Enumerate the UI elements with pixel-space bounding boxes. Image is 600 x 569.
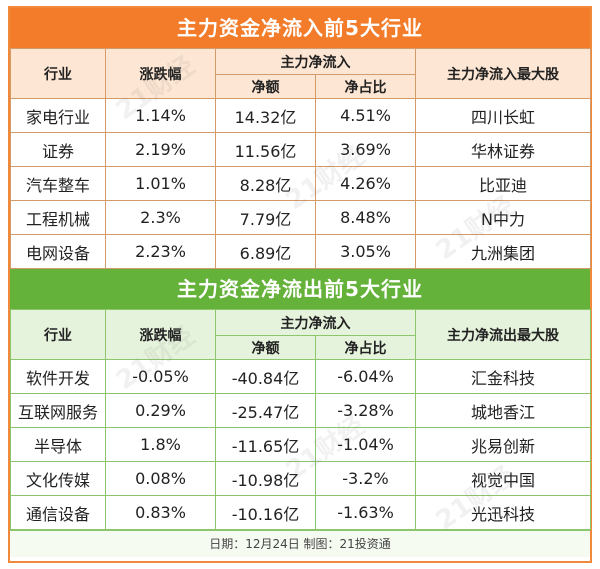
col-net-group: 主力净流入 (215, 309, 416, 336)
ratio-cell: -3.2% (315, 461, 416, 496)
col-change: 涨跌幅 (105, 309, 216, 360)
table-row: 证券 2.19% 11.56亿 3.69% 华林证券 (10, 132, 591, 167)
change-cell: 2.23% (105, 234, 216, 269)
industry-cell: 汽车整车 (10, 166, 106, 201)
outflow-title: 主力资金净流出前5大行业 (10, 269, 590, 309)
top-stock-cell: N中力 (415, 200, 591, 235)
amount-cell: -25.47亿 (215, 393, 316, 428)
amount-cell: -10.98亿 (215, 461, 316, 496)
top-stock-cell: 城地香江 (415, 393, 591, 428)
ratio-cell: -1.04% (315, 427, 416, 462)
industry-cell: 软件开发 (10, 359, 106, 394)
industry-cell: 互联网服务 (10, 393, 106, 428)
change-cell: -0.05% (105, 359, 216, 394)
table-row: 工程机械 2.3% 7.79亿 8.48% N中力 (10, 200, 591, 235)
table-row: 电网设备 2.23% 6.89亿 3.05% 九洲集团 (10, 234, 591, 269)
amount-cell: -40.84亿 (215, 359, 316, 394)
col-top-stock: 主力净流入最大股 (415, 48, 591, 99)
table-row: 软件开发 -0.05% -40.84亿 -6.04% 汇金科技 (10, 359, 591, 394)
ratio-cell: 3.69% (315, 132, 416, 167)
industry-cell: 家电行业 (10, 98, 106, 133)
col-industry: 行业 (10, 48, 106, 99)
amount-cell: 6.89亿 (215, 234, 316, 269)
change-cell: 0.83% (105, 495, 216, 530)
col-change: 涨跌幅 (105, 48, 216, 99)
amount-cell: 11.56亿 (215, 132, 316, 167)
col-ratio: 净占比 (315, 335, 416, 360)
amount-cell: -10.16亿 (215, 495, 316, 530)
top-stock-cell: 兆易创新 (415, 427, 591, 462)
col-amount: 净额 (215, 74, 316, 99)
top-stock-cell: 汇金科技 (415, 359, 591, 394)
top-stock-cell: 九洲集团 (415, 234, 591, 269)
change-cell: 2.19% (105, 132, 216, 167)
top-stock-cell: 华林证券 (415, 132, 591, 167)
amount-cell: 8.28亿 (215, 166, 316, 201)
table-row: 汽车整车 1.01% 8.28亿 4.26% 比亚迪 (10, 166, 591, 201)
inflow-title: 主力资金净流入前5大行业 (10, 8, 590, 48)
top-stock-cell: 比亚迪 (415, 166, 591, 201)
amount-cell: 7.79亿 (215, 200, 316, 235)
col-industry: 行业 (10, 309, 106, 360)
industry-cell: 工程机械 (10, 200, 106, 235)
ratio-cell: 4.51% (315, 98, 416, 133)
outflow-table: 行业 涨跌幅 主力净流入 主力净流出最大股 净额 净占比 软件开发 -0.05%… (10, 309, 591, 530)
outflow-section: 主力资金净流出前5大行业 行业 涨跌幅 主力净流入 主力净流出最大股 净额 净占… (10, 269, 591, 530)
table-row: 半导体 1.8% -11.65亿 -1.04% 兆易创新 (10, 427, 591, 462)
industry-cell: 半导体 (10, 427, 106, 462)
col-top-stock: 主力净流出最大股 (415, 309, 591, 360)
change-cell: 0.29% (105, 393, 216, 428)
industry-cell: 通信设备 (10, 495, 106, 530)
col-amount: 净额 (215, 335, 316, 360)
table-row: 通信设备 0.83% -10.16亿 -1.63% 光迅科技 (10, 495, 591, 530)
top-stock-cell: 视觉中国 (415, 461, 591, 496)
change-cell: 1.8% (105, 427, 216, 462)
ratio-cell: 8.48% (315, 200, 416, 235)
industry-cell: 电网设备 (10, 234, 106, 269)
top-stock-cell: 光迅科技 (415, 495, 591, 530)
infographic: 主力资金净流入前5大行业 行业 涨跌幅 主力净流入 主力净流入最大股 净额 净占… (8, 6, 592, 563)
top-stock-cell: 四川长虹 (415, 98, 591, 133)
table-row: 互联网服务 0.29% -25.47亿 -3.28% 城地香江 (10, 393, 591, 428)
ratio-cell: 4.26% (315, 166, 416, 201)
ratio-cell: -6.04% (315, 359, 416, 394)
inflow-section: 主力资金净流入前5大行业 行业 涨跌幅 主力净流入 主力净流入最大股 净额 净占… (10, 8, 591, 269)
table-row: 家电行业 1.14% 14.32亿 4.51% 四川长虹 (10, 98, 591, 133)
industry-cell: 证券 (10, 132, 106, 167)
change-cell: 2.3% (105, 200, 216, 235)
inflow-table: 行业 涨跌幅 主力净流入 主力净流入最大股 净额 净占比 家电行业 1.14% … (10, 48, 591, 269)
change-cell: 1.01% (105, 166, 216, 201)
table-row: 文化传媒 0.08% -10.98亿 -3.2% 视觉中国 (10, 461, 591, 496)
footer-credit: 日期：12月24日 制图：21投资通 (10, 530, 590, 557)
col-net-group: 主力净流入 (215, 48, 416, 75)
ratio-cell: 3.05% (315, 234, 416, 269)
change-cell: 0.08% (105, 461, 216, 496)
amount-cell: 14.32亿 (215, 98, 316, 133)
ratio-cell: -3.28% (315, 393, 416, 428)
change-cell: 1.14% (105, 98, 216, 133)
col-ratio: 净占比 (315, 74, 416, 99)
ratio-cell: -1.63% (315, 495, 416, 530)
industry-cell: 文化传媒 (10, 461, 106, 496)
amount-cell: -11.65亿 (215, 427, 316, 462)
